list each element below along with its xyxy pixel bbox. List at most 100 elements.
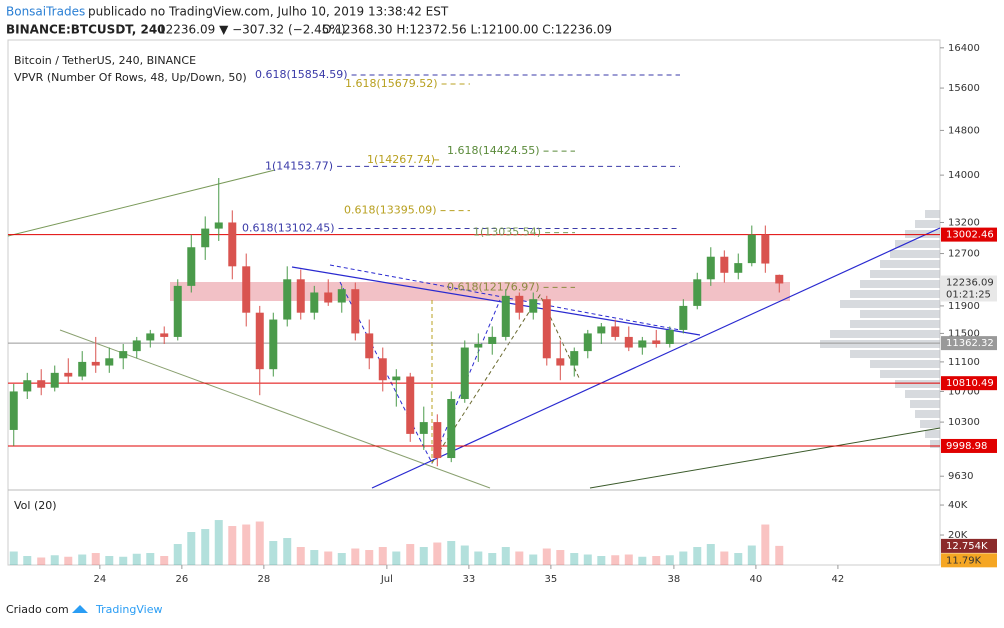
last-price: 12236.09 ▼ −307.32 (−2.45%) <box>158 23 346 37</box>
price-tag <box>941 376 997 391</box>
candle-body <box>378 358 387 381</box>
candle-body <box>269 319 278 370</box>
volume-bar <box>734 553 743 565</box>
volume-bar <box>433 542 442 565</box>
volume-tick-label: 40K <box>948 500 968 511</box>
candle-body <box>310 292 319 313</box>
indicator: VPVR (Number Of Rows, 48, Up/Down, 50) <box>14 71 247 84</box>
volume-bar <box>50 555 59 565</box>
volume-bar <box>419 547 428 565</box>
ohlc: O:12368.30 H:12372.56 L:12100.00 C:12236… <box>322 23 612 37</box>
candle-body <box>734 263 743 273</box>
volume-bar <box>460 545 469 565</box>
volume-tag-label: 12.754K <box>946 541 988 552</box>
candle-body <box>529 299 538 313</box>
drawings <box>7 169 941 489</box>
volume-bar <box>570 553 579 565</box>
volume-bar <box>23 556 32 565</box>
candle-body <box>775 274 784 284</box>
candle-body <box>652 340 661 344</box>
y-tick-label: 11500 <box>948 328 980 339</box>
candle-body <box>146 333 155 341</box>
candle-body <box>433 422 442 459</box>
candle-body <box>447 398 456 459</box>
volume-bar <box>214 520 223 565</box>
fib-label: 1.618(15679.52) <box>345 77 438 90</box>
volume-bar <box>132 553 141 565</box>
volume-bar <box>761 524 770 565</box>
volume-ma-label: 11.79K <box>946 555 982 566</box>
candle-body <box>132 340 141 352</box>
y-tick-label: 11100 <box>948 357 980 368</box>
candle-body <box>105 358 114 366</box>
candle-body <box>747 234 756 264</box>
price-tag-label: 9998.98 <box>946 441 987 452</box>
candle-body <box>160 333 169 337</box>
x-tick-label: Jul <box>380 574 393 585</box>
fib-label: 0.618(13395.09) <box>344 204 437 217</box>
volume-bar <box>706 544 715 565</box>
fib-label: 0.618(15854.59) <box>255 68 348 81</box>
candle-body <box>242 266 251 313</box>
candle-body <box>50 372 59 388</box>
candle-body <box>255 312 264 370</box>
fib-label: 0.618(13102.45) <box>242 221 335 234</box>
candle-body <box>214 222 223 229</box>
x-tick-label: 42 <box>832 574 845 585</box>
y-tick-label: 12700 <box>948 249 980 260</box>
y-tick-label: 13200 <box>948 217 980 228</box>
countdown: 01:21:25 <box>946 289 991 300</box>
volume-bar <box>105 556 114 565</box>
volume-bar <box>747 545 756 565</box>
volume-tick-label: 20K <box>948 530 968 541</box>
volume-bar <box>119 556 128 565</box>
candle-body <box>583 333 592 352</box>
author[interactable]: BonsaiTrades <box>6 5 85 19</box>
x-tick-label: 24 <box>93 574 106 585</box>
candle-body <box>283 279 292 320</box>
candle-body <box>296 279 305 313</box>
volume-bar <box>447 541 456 565</box>
candle-body <box>706 256 715 280</box>
candle-body <box>638 340 647 348</box>
x-tick-label: 33 <box>463 574 476 585</box>
volume-bar <box>638 556 647 565</box>
volume-bar <box>693 547 702 565</box>
y-tick-label: 10300 <box>948 417 980 428</box>
brand[interactable]: TradingView <box>95 603 162 616</box>
candle-body <box>556 358 565 366</box>
volume-bar <box>583 554 592 565</box>
candle-body <box>406 376 415 434</box>
price-tag <box>941 438 997 453</box>
volume-bar <box>665 555 674 565</box>
volume-bar <box>556 550 565 565</box>
y-tick-label: 10700 <box>948 386 980 397</box>
candle-body <box>119 351 128 359</box>
x-tick-label: 40 <box>750 574 763 585</box>
volume-ma-tag <box>941 553 997 568</box>
volume-bar <box>160 556 169 565</box>
volume-bar <box>64 556 73 565</box>
volume-bar <box>501 547 510 565</box>
fib-label: 0.618(12176.97) <box>447 280 540 293</box>
candle-body <box>570 351 579 366</box>
price-tag <box>941 336 997 351</box>
y-tick-label: 9630 <box>948 471 973 482</box>
candle-body <box>9 391 18 430</box>
volume-bar <box>474 551 483 565</box>
symbol: BINANCE:BTCUSDT, 240 <box>6 23 166 37</box>
current-price-tag <box>941 275 997 302</box>
candle-body <box>365 333 374 359</box>
volume-bar <box>488 553 497 565</box>
candle-body <box>624 336 633 348</box>
logo <box>72 605 88 613</box>
candle-body <box>761 234 770 264</box>
candle-body <box>351 289 360 334</box>
candle-body <box>324 292 333 303</box>
volume-title: Vol (20) <box>14 499 57 512</box>
chart-title: Bitcoin / TetherUS, 240, BINANCE <box>14 54 196 67</box>
candle-body <box>23 380 32 392</box>
volume-bar <box>9 551 18 565</box>
volume-tag <box>941 538 997 553</box>
